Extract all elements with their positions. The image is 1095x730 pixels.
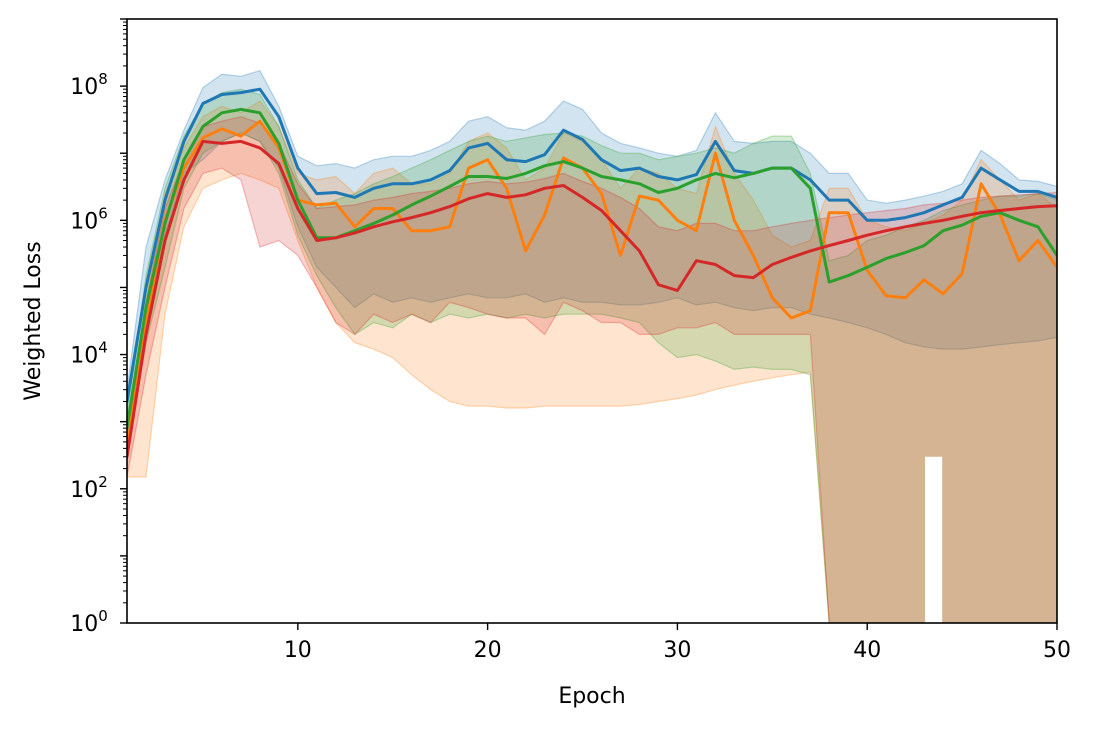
y-axis-ticks: 100 102 104 106 108: [70, 18, 127, 637]
series-line-3: [127, 107, 1057, 430]
y-tick-label: 104: [70, 339, 108, 369]
x-axis-ticks: 10 20 30 40 50: [284, 623, 1071, 663]
series-lines: [127, 87, 1057, 459]
series-line-4: [127, 139, 1057, 459]
x-tick-label: 10: [284, 638, 312, 663]
y-tick-label: 102: [70, 473, 108, 503]
y-axis-title: Weighted Loss: [21, 241, 46, 400]
plot-frame: [126, 18, 1058, 624]
green-band-gap: [925, 456, 943, 623]
series-line-1: [127, 87, 1057, 403]
x-tick-label: 40: [853, 638, 881, 663]
x-axis-title: Epoch: [558, 684, 625, 709]
y-tick-label: 106: [70, 204, 108, 234]
confidence-band-1: [127, 69, 1057, 429]
x-tick-label: 20: [474, 638, 502, 663]
x-tick-label: 50: [1043, 638, 1071, 663]
x-tick-label: 30: [663, 638, 691, 663]
y-tick-label: 100: [70, 607, 108, 637]
y-tick-label: 108: [70, 70, 108, 100]
